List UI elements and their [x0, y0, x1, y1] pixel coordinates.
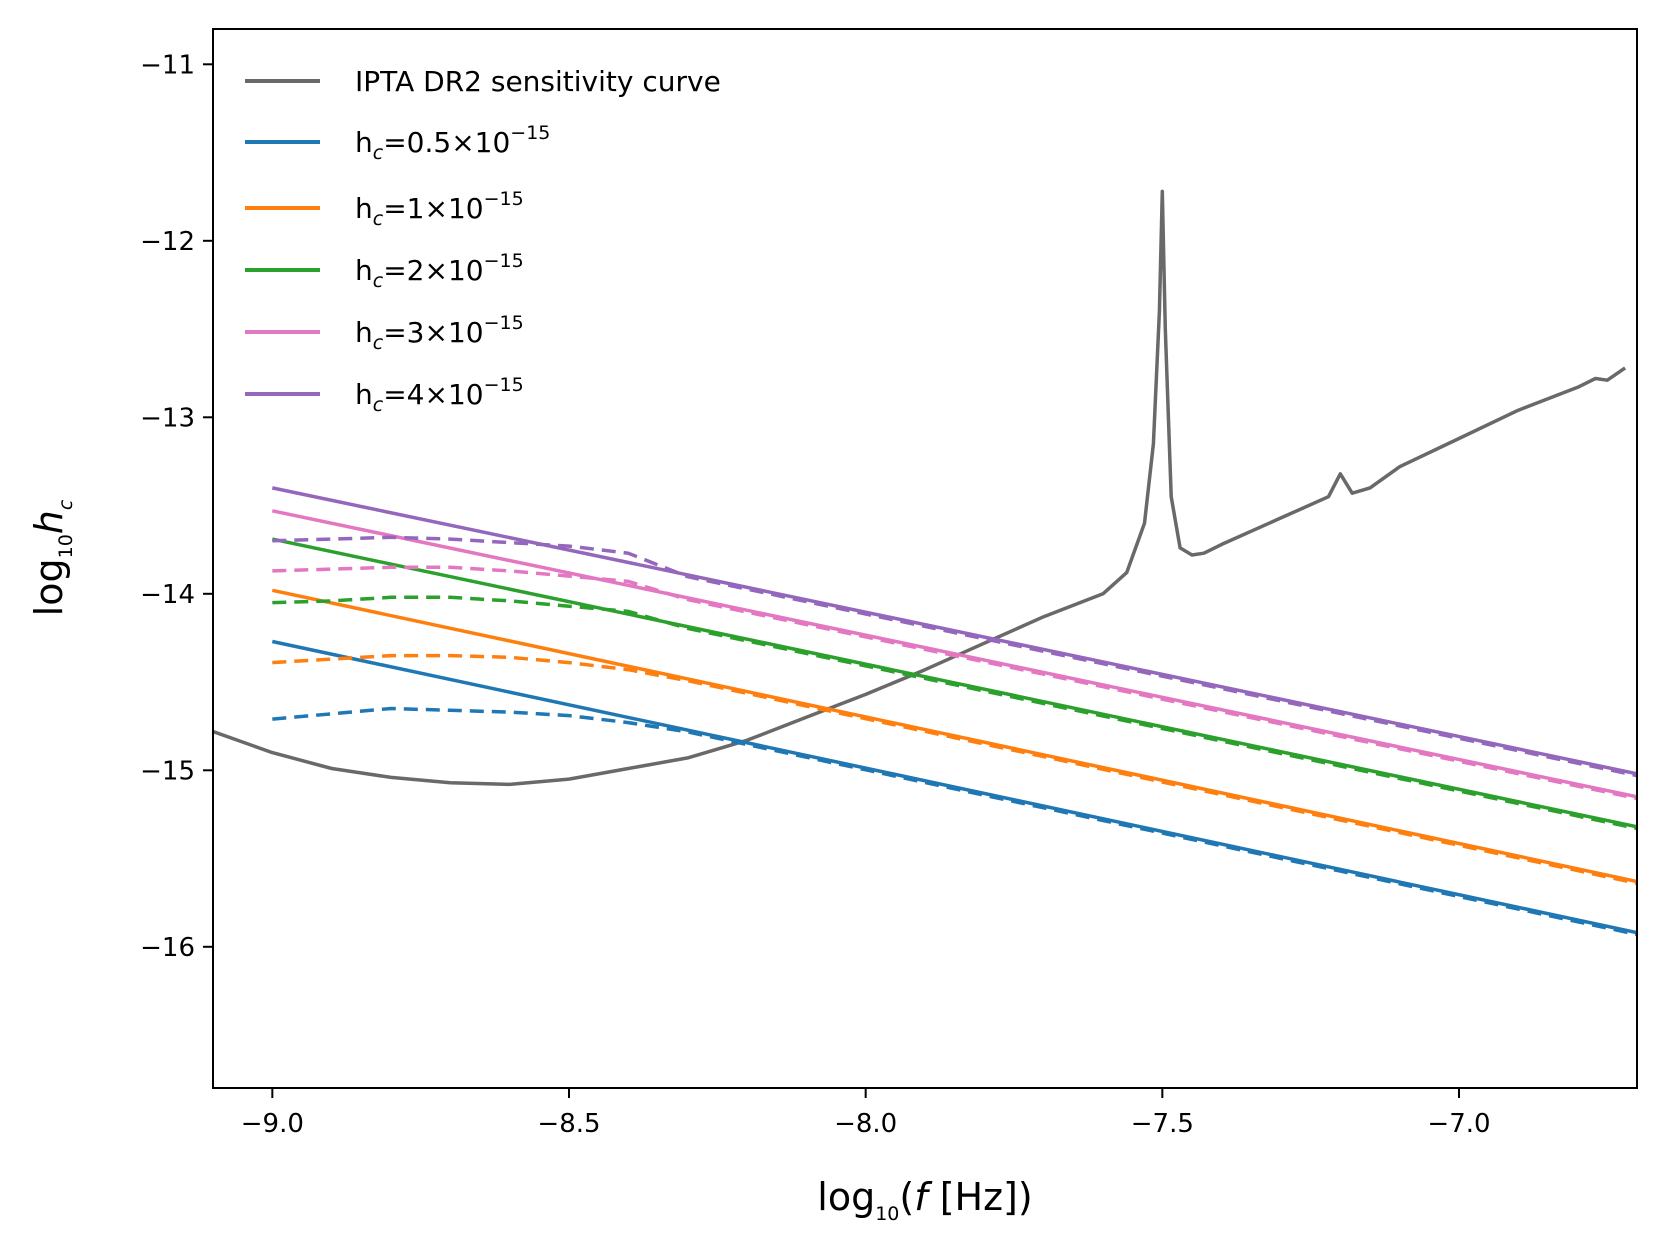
axis-ticks: −9.0 −8.5 −8.0 −7.5 −7.0 −16 −15 −14 −13 −12 −11 [140, 50, 1490, 1139]
series-solid-line-hc-2 [271, 537, 1637, 829]
y-tick-label: −16 [140, 933, 195, 963]
series-solid-line-hc-1 [271, 588, 1637, 884]
y-tick-label: −12 [140, 227, 195, 257]
y-tick-label: −14 [140, 580, 195, 610]
y-tick-label: −13 [140, 403, 195, 433]
legend-label-hc-1: hc=1×10−15 [355, 188, 524, 230]
x-tick-label: −8.0 [834, 1109, 897, 1139]
series-solid-line-hc-4 [271, 486, 1637, 776]
x-axis-label: log10(f [Hz]) [817, 1175, 1032, 1225]
sensitivity-curve-line [213, 189, 1627, 787]
x-tick-label: −9.0 [241, 1109, 304, 1139]
y-axis-label: log10hc [27, 499, 77, 616]
legend-label-hc-2: hc=2×10−15 [355, 250, 524, 292]
legend-label-hc-3: hc=3×10−15 [355, 312, 524, 354]
legend-label-sensitivity: IPTA DR2 sensitivity curve [355, 65, 721, 98]
y-tick-label: −15 [140, 756, 195, 786]
plot-area [213, 189, 1637, 937]
y-tick-label: −11 [140, 50, 195, 80]
x-tick-label: −7.5 [1131, 1109, 1194, 1139]
series-solid-line-hc-3 [271, 509, 1637, 799]
series-solid-line-hc-0.5 [271, 639, 1637, 935]
legend-label-hc-0.5: hc=0.5×10−15 [355, 122, 550, 164]
legend-label-hc-4: hc=4×10−15 [355, 374, 524, 416]
plot-frame [212, 28, 1638, 1089]
x-tick-label: −8.5 [537, 1109, 600, 1139]
x-tick-label: −7.0 [1427, 1109, 1490, 1139]
legend: IPTA DR2 sensitivity curve hc=0.5×10−15 … [245, 65, 721, 416]
